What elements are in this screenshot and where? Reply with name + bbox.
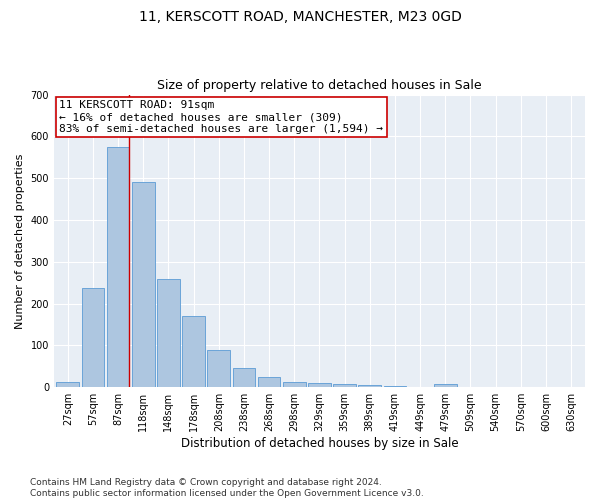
- Bar: [434, 384, 457, 387]
- Bar: [157, 280, 180, 387]
- Bar: [283, 382, 305, 387]
- Y-axis label: Number of detached properties: Number of detached properties: [15, 153, 25, 328]
- Bar: [308, 382, 331, 387]
- Bar: [182, 316, 205, 387]
- Bar: [208, 350, 230, 387]
- Bar: [107, 147, 130, 387]
- Bar: [56, 382, 79, 387]
- X-axis label: Distribution of detached houses by size in Sale: Distribution of detached houses by size …: [181, 437, 458, 450]
- Bar: [233, 368, 255, 387]
- Bar: [132, 182, 155, 387]
- Text: 11 KERSCOTT ROAD: 91sqm
← 16% of detached houses are smaller (309)
83% of semi-d: 11 KERSCOTT ROAD: 91sqm ← 16% of detache…: [59, 100, 383, 134]
- Bar: [334, 384, 356, 387]
- Text: 11, KERSCOTT ROAD, MANCHESTER, M23 0GD: 11, KERSCOTT ROAD, MANCHESTER, M23 0GD: [139, 10, 461, 24]
- Bar: [258, 377, 280, 387]
- Text: Contains HM Land Registry data © Crown copyright and database right 2024.
Contai: Contains HM Land Registry data © Crown c…: [30, 478, 424, 498]
- Bar: [358, 385, 381, 387]
- Title: Size of property relative to detached houses in Sale: Size of property relative to detached ho…: [157, 79, 482, 92]
- Bar: [82, 288, 104, 387]
- Bar: [383, 386, 406, 387]
